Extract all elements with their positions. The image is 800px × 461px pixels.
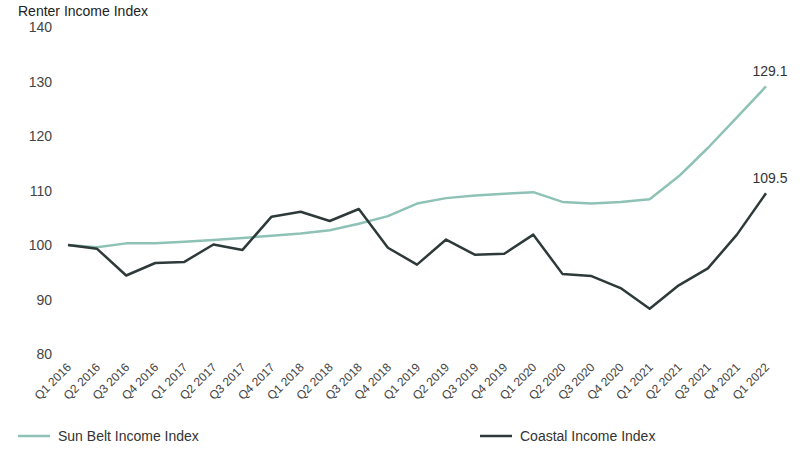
series-line	[68, 193, 766, 309]
series-line	[68, 86, 766, 247]
y-tick	[62, 190, 66, 191]
legend-swatch	[18, 435, 50, 438]
annotation: 129.1	[752, 63, 787, 79]
y-tick-label: 90	[36, 292, 52, 308]
y-tick	[62, 245, 66, 246]
legend-label: Sun Belt Income Index	[58, 428, 199, 444]
y-tick	[62, 136, 66, 137]
y-tick-label: 110	[30, 183, 53, 199]
y-tick-label: 100	[29, 237, 53, 253]
legend-swatch	[480, 435, 512, 438]
plot-area	[68, 86, 766, 308]
chart: Renter Income Index 80 90 100 110 120 130 140 Q1…	[0, 0, 800, 461]
y-tick	[62, 81, 66, 82]
y-tick-label: 80	[36, 346, 52, 362]
y-axis-title: Renter Income Index	[18, 3, 148, 19]
y-tick	[62, 354, 66, 355]
x-tick-label: Q1 2022	[730, 360, 773, 403]
legend-label: Coastal Income Index	[520, 428, 655, 444]
y-tick-label: 120	[29, 128, 53, 144]
annotation: 109.5	[752, 170, 787, 186]
y-tick-label: 130	[29, 74, 53, 90]
y-tick	[62, 299, 66, 300]
y-tick	[62, 27, 66, 28]
y-tick-label: 140	[29, 19, 53, 35]
